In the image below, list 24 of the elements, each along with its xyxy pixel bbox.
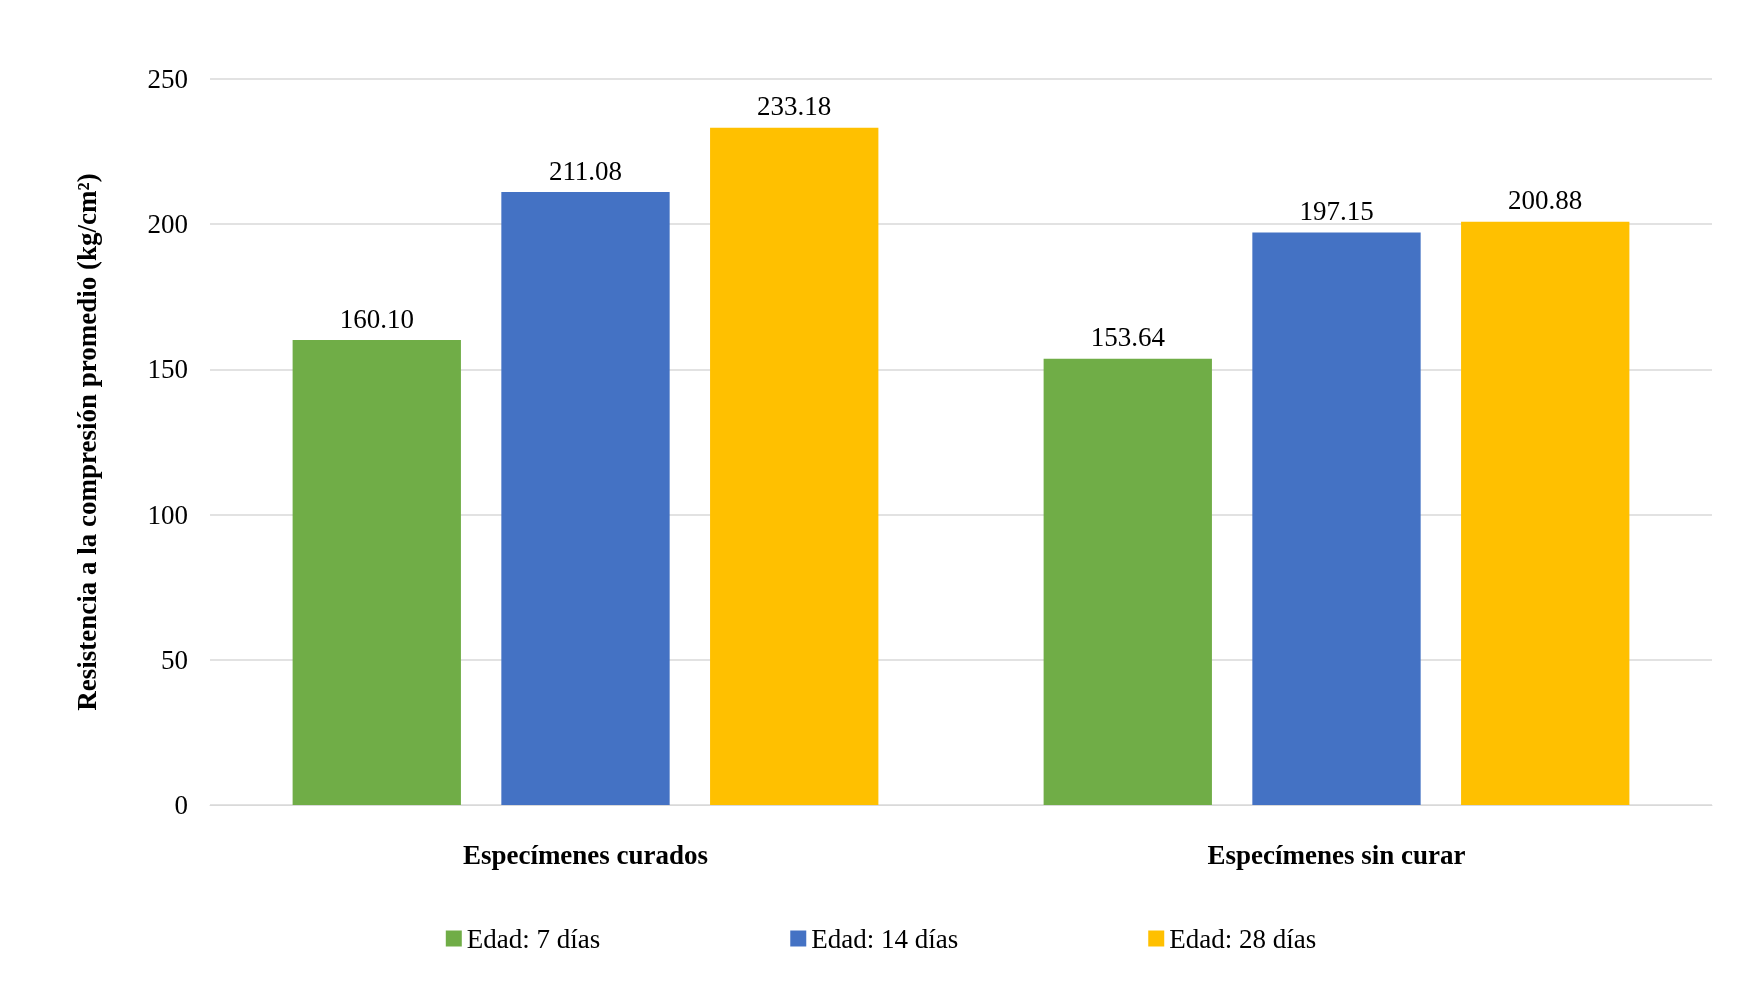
y-axis-title: Resistencia a la compresión promedio (kg/cm²) <box>71 173 102 711</box>
y-tick-label: 0 <box>174 790 188 820</box>
data-label: 153.64 <box>1090 322 1166 353</box>
data-label: 197.15 <box>1299 195 1374 226</box>
x-tick-label: Especímenes sin curar <box>1207 839 1466 870</box>
bar <box>292 340 461 805</box>
y-tick-label: 200 <box>147 209 188 240</box>
bar <box>1252 232 1421 805</box>
bar <box>501 192 670 805</box>
bar <box>1461 221 1630 805</box>
legend-label: Edad: 7 días <box>466 923 601 954</box>
y-tick-label: 250 <box>147 64 188 94</box>
y-tick-label: 100 <box>147 499 188 530</box>
y-tick-label: 50 <box>161 644 188 675</box>
data-label: 200.88 <box>1508 185 1583 216</box>
data-label: 211.08 <box>548 155 623 186</box>
bar <box>1043 358 1212 805</box>
legend-label: Edad: 14 días <box>811 923 959 954</box>
bar <box>710 127 879 805</box>
data-label: 233.18 <box>757 91 832 122</box>
data-label: 160.10 <box>339 303 414 334</box>
legend-label: Edad: 28 días <box>1169 923 1317 954</box>
y-tick-label: 150 <box>147 354 188 385</box>
x-tick-label: Especímenes curados <box>462 839 709 870</box>
